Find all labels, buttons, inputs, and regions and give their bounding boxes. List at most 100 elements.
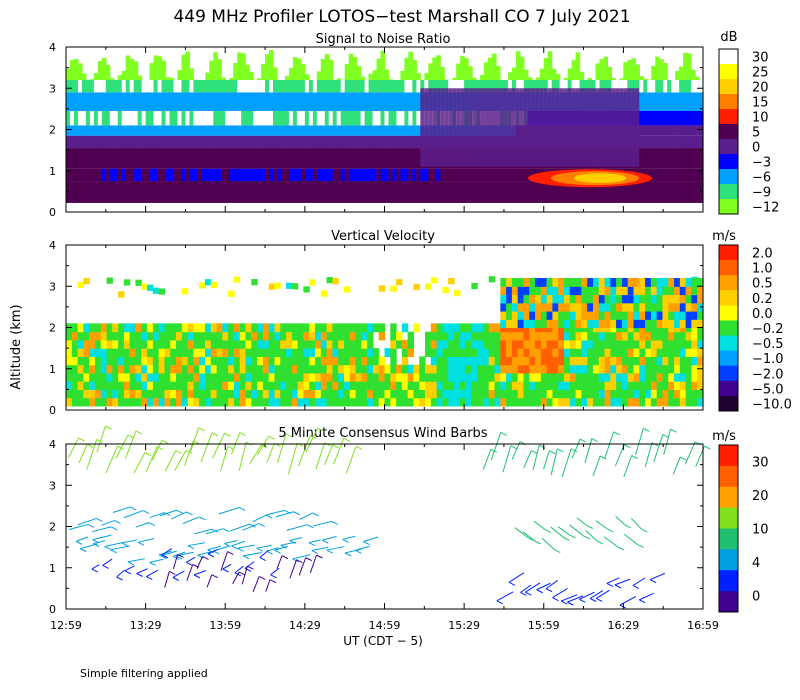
snr-cell xyxy=(133,181,139,203)
wind-barb-feather xyxy=(197,554,204,559)
wind-barb-staff xyxy=(603,536,619,548)
velocity-cell xyxy=(650,319,658,329)
snr-cell xyxy=(699,80,704,93)
velocity-cell xyxy=(558,372,565,382)
wind-barb-staff xyxy=(592,455,601,477)
wind-barb-staff xyxy=(585,530,598,542)
velocity-cell xyxy=(129,389,137,399)
ytick-label: 2 xyxy=(49,521,56,534)
velocity-cell xyxy=(500,372,507,382)
snr-cell xyxy=(253,110,258,126)
velocity-cell xyxy=(627,389,635,399)
snr-cell xyxy=(527,88,533,167)
snr-cell xyxy=(679,148,684,169)
snr-cell xyxy=(125,181,131,203)
snr-cell xyxy=(623,80,628,93)
snr-cell xyxy=(388,135,394,149)
velocity-cell xyxy=(326,397,333,407)
velocity-cell xyxy=(257,339,264,349)
snr-cell xyxy=(368,73,374,80)
snr-cell xyxy=(153,148,159,169)
wind-barb-staff xyxy=(212,433,225,459)
snr-cell xyxy=(296,181,302,203)
wind-barb-feather xyxy=(135,430,143,435)
snr-cell xyxy=(66,68,71,80)
snr-cell xyxy=(209,135,214,149)
snr-cell xyxy=(452,77,457,80)
snr-cell xyxy=(117,181,123,203)
velocity-cell xyxy=(564,397,571,407)
velocity-cell xyxy=(592,397,600,407)
snr-cell xyxy=(189,181,194,203)
snr-cell xyxy=(336,92,342,111)
velocity-cell xyxy=(112,348,119,357)
velocity-cell xyxy=(587,356,594,366)
snr-cell xyxy=(535,88,541,167)
velocity-cell xyxy=(147,372,154,382)
velocity-cell xyxy=(581,348,588,357)
snr-cell xyxy=(265,110,270,126)
velocity-cell xyxy=(511,372,519,382)
snr-cell xyxy=(296,58,302,80)
snr-cell xyxy=(161,181,167,203)
wind-barb-feather xyxy=(613,431,620,436)
snr-cell xyxy=(400,181,406,203)
snr-cell xyxy=(121,168,127,182)
velocity-cell xyxy=(274,356,281,366)
snr-cell xyxy=(300,64,306,80)
velocity-cell xyxy=(251,348,258,357)
snr-cell xyxy=(137,80,143,93)
snr-cell xyxy=(348,53,354,80)
snr-cell xyxy=(607,80,613,93)
velocity-cell xyxy=(482,389,490,399)
snr-cell xyxy=(344,80,350,93)
velocity-cell xyxy=(112,364,119,374)
velocity-cell xyxy=(355,331,362,341)
velocity-cell xyxy=(77,389,84,399)
snr-cell xyxy=(185,135,191,149)
velocity-cell xyxy=(112,356,119,366)
velocity-cell xyxy=(621,311,629,320)
snr-cell xyxy=(404,135,409,149)
velocity-cell xyxy=(569,397,577,407)
velocity-cell xyxy=(158,339,166,349)
velocity-cell xyxy=(604,364,611,374)
velocity-cell xyxy=(152,348,160,357)
snr-cell xyxy=(671,148,676,169)
velocity-cell xyxy=(176,372,183,382)
velocity-cell xyxy=(106,323,113,333)
snr-cell xyxy=(288,148,294,169)
snr-cell xyxy=(655,80,660,93)
snr-cell xyxy=(372,168,378,182)
colorbar-swatch xyxy=(719,549,738,571)
colorbar-swatch xyxy=(719,465,738,488)
velocity-cell xyxy=(396,397,403,407)
snr-cell xyxy=(388,80,394,93)
snr-colorbar-unit: dB xyxy=(720,30,737,45)
velocity-cell xyxy=(604,381,611,390)
snr-cell xyxy=(480,168,485,182)
velocity-cell xyxy=(77,381,84,390)
velocity-cell xyxy=(268,348,276,357)
snr-cell xyxy=(687,181,692,203)
velocity-cell xyxy=(147,331,154,341)
snr-cell xyxy=(245,92,250,111)
snr-cell xyxy=(288,92,294,111)
wind-barb-feather xyxy=(617,546,625,551)
velocity-cell xyxy=(546,319,554,329)
velocity-cell xyxy=(465,389,472,399)
velocity-cell xyxy=(674,372,681,382)
snr-cell xyxy=(476,88,481,167)
velocity-cell xyxy=(280,372,287,382)
snr-cell xyxy=(567,80,573,93)
velocity-cell xyxy=(280,381,287,390)
snr-cell xyxy=(667,92,672,111)
snr-cell xyxy=(659,125,664,136)
velocity-cell xyxy=(645,348,652,357)
velocity-cell xyxy=(616,397,623,407)
snr-cell xyxy=(288,67,294,80)
wind-barb-staff xyxy=(311,546,329,552)
velocity-cell xyxy=(459,356,467,366)
velocity-cell xyxy=(500,348,507,357)
snr-cell xyxy=(253,168,258,182)
